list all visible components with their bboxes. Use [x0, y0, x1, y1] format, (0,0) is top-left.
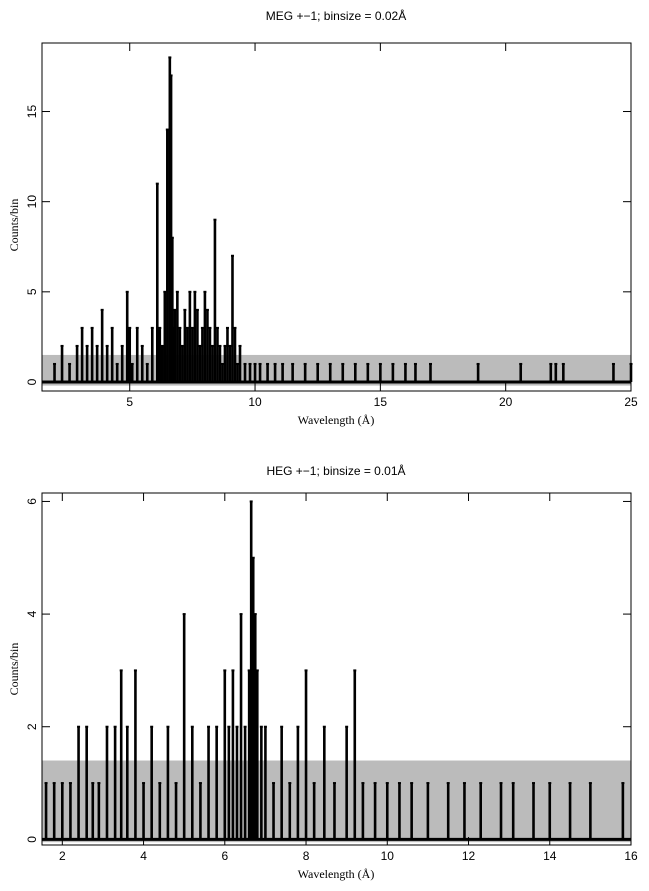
heg-x-tick-label: 6	[221, 849, 228, 863]
heg-x-axis: 2 4 6 8 10 12 14 16	[59, 493, 638, 863]
meg-x-axis-label: Wavelength (Å)	[298, 413, 375, 427]
meg-x-tick-label: 20	[499, 395, 513, 409]
heg-x-tick-label: 2	[59, 849, 66, 863]
meg-y-tick-label: 10	[25, 195, 39, 209]
meg-y-tick-label: 15	[25, 105, 39, 119]
heg-y-axis-label: Counts/bin	[7, 643, 21, 696]
heg-x-axis-label: Wavelength (Å)	[298, 867, 375, 881]
meg-x-tick-label: 10	[248, 395, 262, 409]
meg-background-band	[42, 354, 631, 386]
heg-x-tick-label: 4	[140, 849, 147, 863]
meg-x-axis: 5 10 15 20 25	[126, 43, 638, 409]
meg-y-tick-label: 5	[25, 288, 39, 295]
meg-background-band-group	[42, 354, 631, 386]
heg-spectrum-series	[44, 500, 625, 840]
meg-x-tick-label: 15	[374, 395, 388, 409]
heg-y-tick-label: 2	[25, 723, 39, 730]
heg-x-tick-label: 10	[381, 849, 395, 863]
heg-x-tick-label: 8	[303, 849, 310, 863]
heg-y-tick-label: 6	[25, 498, 39, 505]
meg-x-tick-label: 5	[126, 395, 133, 409]
meg-y-axis-label: Counts/bin	[7, 199, 21, 252]
heg-chart-title: HEG +−1; binsize = 0.01Å	[266, 463, 405, 478]
meg-x-tick-label: 25	[624, 395, 638, 409]
heg-plot-frame	[41, 492, 632, 846]
heg-background-band-group	[42, 760, 631, 843]
meg-y-axis: 0 5 10 15	[25, 105, 631, 385]
meg-spectrum-panel: MEG +−1; binsize = 0.02Å 5 10 15 20 25 0 5 10 1…	[7, 8, 638, 427]
heg-y-tick-label: 0	[25, 836, 39, 843]
heg-spectrum-panel: HEG +−1; binsize = 0.01Å 2 4 6 8 10 12 14 16 0 2…	[7, 463, 638, 881]
heg-x-tick-label: 12	[462, 849, 476, 863]
meg-spectrum-series	[53, 56, 633, 382]
heg-background-band	[42, 760, 631, 843]
heg-x-tick-label: 14	[543, 849, 557, 863]
meg-plot-frame	[41, 42, 632, 392]
meg-y-tick-label: 0	[25, 378, 39, 385]
heg-y-tick-label: 4	[25, 610, 39, 617]
heg-y-axis: 0 2 4 6	[25, 498, 631, 843]
meg-chart-title: MEG +−1; binsize = 0.02Å	[266, 8, 406, 23]
heg-x-tick-label: 16	[624, 849, 638, 863]
